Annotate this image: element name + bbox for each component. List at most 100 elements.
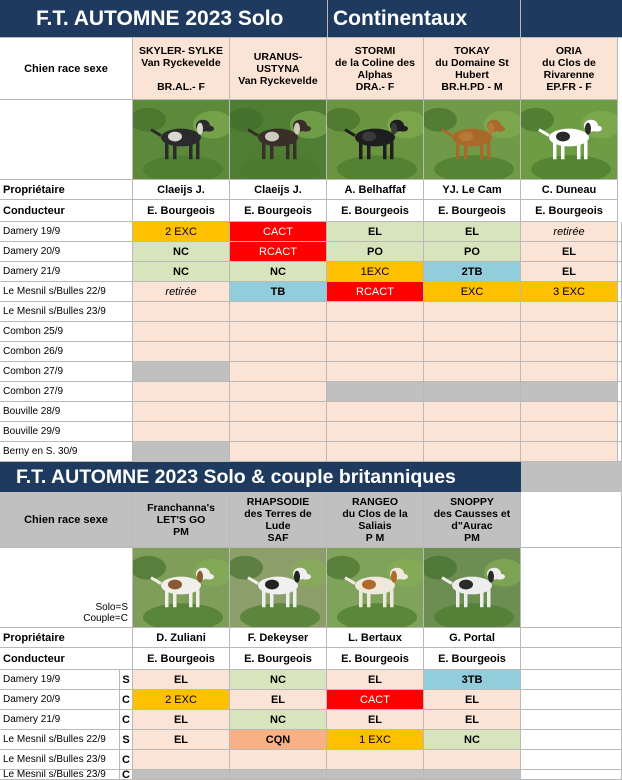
event-label: Damery 20/9	[0, 242, 133, 262]
result-cell	[521, 302, 618, 322]
result-cell: EL	[327, 670, 424, 690]
section2-blank	[521, 670, 622, 690]
result-cell: EL	[133, 730, 230, 750]
result-cell	[230, 442, 327, 462]
result-cell: CQN	[230, 730, 327, 750]
dog-photo-skyler	[133, 100, 230, 180]
result-cell: EL	[133, 710, 230, 730]
handler-cell: E. Bourgeois	[133, 648, 230, 670]
result-cell	[327, 422, 424, 442]
result-cell: 2 EXC	[133, 690, 230, 710]
result-cell: EXC	[424, 282, 521, 302]
result-cell: retirée	[133, 282, 230, 302]
section2-handler-label: Conducteur	[0, 648, 133, 670]
handler-cell: E. Bourgeois	[424, 648, 521, 670]
event-label: Damery 21/9	[0, 710, 120, 730]
result-cell	[327, 362, 424, 382]
result-cell: NC	[424, 730, 521, 750]
result-cell	[521, 342, 618, 362]
section2-blank	[521, 548, 622, 628]
section2-blank	[521, 710, 622, 730]
event-label: Damery 21/9	[0, 262, 133, 282]
result-cell	[133, 342, 230, 362]
result-cell: EL	[327, 222, 424, 242]
result-cell	[327, 402, 424, 422]
section1-owner-label: Propriétaire	[0, 180, 133, 200]
result-cell	[327, 442, 424, 462]
event-label: Combon 26/9	[0, 342, 133, 362]
result-cell: EL	[424, 222, 521, 242]
section2-dog-name: RHAPSODIE des Terres de Lude SAF	[230, 492, 327, 548]
dog-photo-tokay	[424, 100, 521, 180]
result-cell	[230, 382, 327, 402]
result-cell	[327, 750, 424, 770]
result-cell: RCACT	[230, 242, 327, 262]
section2-dog-name: SNOPPY des Causses et d"Aurac PM	[424, 492, 521, 548]
result-cell: PO	[424, 242, 521, 262]
result-cell	[327, 382, 424, 402]
event-mode: C	[120, 770, 133, 780]
result-cell	[521, 382, 618, 402]
handler-cell: E. Bourgeois	[230, 648, 327, 670]
result-cell: NC	[230, 262, 327, 282]
result-cell: EL	[521, 262, 618, 282]
result-cell: EL	[327, 710, 424, 730]
result-cell: PO	[327, 242, 424, 262]
event-label: Damery 19/9	[0, 222, 133, 242]
result-cell	[327, 302, 424, 322]
result-cell	[230, 302, 327, 322]
result-cell	[521, 422, 618, 442]
right-edge	[618, 362, 622, 382]
section1-dog-name: TOKAY du Domaine St Hubert BR.H.PD - M	[424, 38, 521, 100]
result-cell: NC	[133, 262, 230, 282]
section2-blank	[521, 492, 622, 548]
result-cell	[133, 750, 230, 770]
result-cell	[521, 442, 618, 462]
result-cell: NC	[230, 670, 327, 690]
dog-photo-snoppy	[424, 548, 521, 628]
result-cell: 3 EXC	[521, 282, 618, 302]
dog-photo-oria	[521, 100, 618, 180]
result-cell	[424, 382, 521, 402]
event-label: Bouville 29/9	[0, 422, 133, 442]
legend-solo: Solo=S	[95, 602, 128, 613]
owner-cell: Claeijs J.	[133, 180, 230, 200]
result-cell	[424, 322, 521, 342]
section2-owner-label: Propriétaire	[0, 628, 133, 648]
owner-cell: Claeijs J.	[230, 180, 327, 200]
dog-photo-rangeo	[327, 548, 424, 628]
event-mode: C	[120, 710, 133, 730]
result-cell	[133, 322, 230, 342]
section1-photo-label-cell	[0, 100, 133, 180]
owner-cell: F. Dekeyser	[230, 628, 327, 648]
result-cell	[424, 402, 521, 422]
owner-cell: G. Portal	[424, 628, 521, 648]
section2-blank	[521, 770, 622, 780]
result-cell	[230, 342, 327, 362]
section2-dog-name: RANGEO du Clos de la Saliais P M	[327, 492, 424, 548]
dog-photo-uranus	[230, 100, 327, 180]
section2-dog-name: Franchanna's LET'S GO PM	[133, 492, 230, 548]
right-edge	[618, 282, 622, 302]
right-edge	[618, 262, 622, 282]
result-cell: 1EXC	[327, 262, 424, 282]
result-cell	[133, 362, 230, 382]
result-cell: retirée	[521, 222, 618, 242]
result-cell: EL	[230, 690, 327, 710]
result-cell	[230, 322, 327, 342]
result-cell	[230, 422, 327, 442]
event-label: Combon 27/9	[0, 382, 133, 402]
result-cell: 3TB	[424, 670, 521, 690]
result-cell: NC	[230, 710, 327, 730]
event-label: Bouville 28/9	[0, 402, 133, 422]
event-label: Le Mesnil s/Bulles 23/9	[0, 750, 120, 770]
result-cell	[521, 402, 618, 422]
handler-cell: E. Bourgeois	[424, 200, 521, 222]
result-cell	[424, 422, 521, 442]
event-label: Berny en S. 30/9	[0, 442, 133, 462]
handler-cell: E. Bourgeois	[327, 648, 424, 670]
result-cell: EL	[424, 690, 521, 710]
result-cell	[230, 770, 327, 780]
section1-dog-name: ORIA du Clos de Rivarenne EP.FR - F	[521, 38, 618, 100]
section2-header-bar	[0, 462, 521, 492]
